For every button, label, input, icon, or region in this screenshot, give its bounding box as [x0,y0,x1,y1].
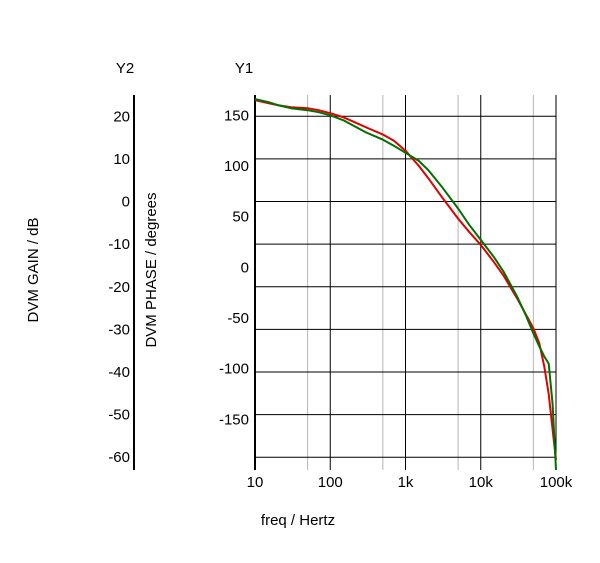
x-tick-label: 10 [247,474,264,491]
y1-tick-label: 150 [224,107,249,124]
y1-axis: 150 100 50 0 -50 -100 -150 [219,95,256,470]
y2-tick-label: -20 [108,279,130,296]
y2-tick-label: 0 [122,194,130,211]
y1-tick-label: -50 [227,310,249,327]
series [254,98,557,471]
x-axis: 10 100 1k 10k 100k [247,474,573,491]
x-axis-label: freq / Hertz [261,512,335,529]
x-tick-label: 10k [469,474,494,491]
x-tick-label: 100k [540,474,573,491]
y2-axis: 20 10 0 -10 -20 -30 -40 -50 -60 [108,95,135,470]
y1-tick-label: -150 [219,411,249,428]
y2-tick-label: -50 [108,407,130,424]
grid [254,95,557,470]
phase-axis-label: DVM PHASE / degrees [143,192,160,347]
y2-tick-label: -60 [108,449,130,466]
series-line-1 [254,99,557,461]
y2-tick-label: -10 [108,236,130,253]
y2-tick-label: -40 [108,364,130,381]
y2-axis-label: DVM GAIN / dB [25,217,42,322]
y1-title: Y1 [235,60,253,77]
y2-tick-label: 10 [113,151,130,168]
y1-tick-label: -100 [219,361,249,378]
series-line-2 [254,98,557,471]
y2-title: Y2 [116,60,134,77]
y1-tick-label: 100 [224,158,249,175]
y1-tick-label: 0 [241,259,249,276]
y1-tick-label: 50 [232,209,249,226]
x-tick-label: 100 [318,474,343,491]
y2-tick-label: -30 [108,321,130,338]
y2-tick-label: 20 [113,108,130,125]
x-tick-label: 1k [398,474,414,491]
